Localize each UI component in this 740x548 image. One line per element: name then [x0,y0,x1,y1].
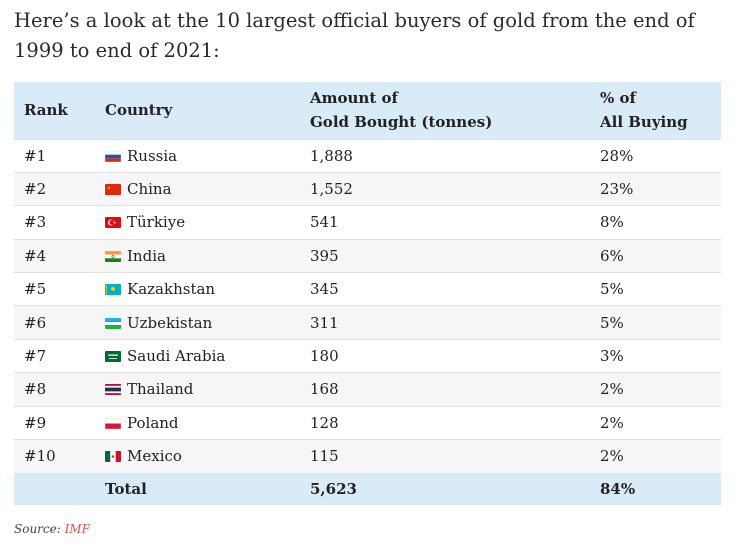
country-cell: India [95,239,300,272]
country-name: Saudi Arabia [127,347,226,366]
source-label: Source: [14,522,61,536]
table-row: #9 Poland 128 2% [14,406,721,439]
rank-cell: #8 [24,380,47,399]
percent-cell: 5% [600,280,624,299]
header-percent-line2: All Buying [600,113,688,132]
russia-flag-icon [105,150,121,162]
amount-cell: 395 [310,246,339,265]
percent-cell: 8% [600,213,624,232]
country-name: India [127,246,166,265]
rank-cell: #7 [24,347,47,366]
mexico-flag-icon [105,451,121,463]
amount-cell: 168 [310,380,339,399]
uzbekistan-flag-icon [105,317,121,329]
percent-cell: 23% [600,180,634,199]
saudi-arabia-flag-icon [105,351,121,363]
country-cell: Mexico [95,440,300,473]
percent-cell: 28% [600,146,634,165]
percent-cell: 2% [600,380,624,399]
country-cell: Thailand [95,373,300,406]
header-amount-line1: Amount of [310,89,398,108]
country-name: Kazakhstan [127,280,216,299]
amount-cell: 115 [310,447,339,466]
rank-cell: #3 [24,213,47,232]
table-row: #8 Thailand 168 2% [14,372,721,407]
table-row: #2 ★ China 1,552 23% [14,172,721,206]
country-cell: Kazakhstan [95,273,300,306]
country-name: Russia [127,146,178,165]
country-name: Uzbekistan [127,313,213,332]
country-cell: Poland [95,406,300,439]
header-percent: % of All Buying [590,82,721,139]
thailand-flag-icon [105,384,121,396]
amount-cell: 311 [310,313,339,332]
amount-cell: 345 [310,280,339,299]
table-header-row: Rank Country Amount of Gold Bought (tonn… [14,82,721,139]
header-amount: Amount of Gold Bought (tonnes) [300,82,590,139]
country-cell: Türkiye [95,206,300,239]
poland-flag-icon [105,417,121,429]
amount-cell: 128 [310,413,339,432]
country-cell: ★ China [95,172,300,205]
source-link[interactable]: IMF [64,522,90,536]
india-flag-icon [105,250,121,262]
rank-cell: #6 [24,313,47,332]
percent-cell: 5% [600,313,624,332]
table-row: #6 Uzbekistan 311 5% [14,305,721,340]
table-row: #10 Mexico 115 2% [14,439,721,473]
source-line: Source: IMF [14,522,90,536]
table-row: #5 Kazakhstan 345 5% [14,272,721,306]
svg-text:★: ★ [107,185,111,190]
table-row: #4 India 395 6% [14,239,721,273]
total-label: Total [105,479,147,498]
amount-cell: 1,552 [310,180,353,199]
amount-cell: 541 [310,213,339,232]
percent-cell: 2% [600,413,624,432]
table-row: #7 Saudi Arabia 180 3% [14,339,721,372]
header-rank: Rank [24,101,68,120]
intro-text: Here’s a look at the 10 largest official… [14,9,695,62]
header-country: Country [105,101,173,120]
percent-cell: 3% [600,347,624,366]
country-name: Poland [127,413,179,432]
percent-cell: 2% [600,447,624,466]
rank-cell: #5 [24,280,47,299]
country-cell: Russia [95,139,300,172]
table-row: #3 Türkiye 541 8% [14,205,721,239]
gold-buyers-table: Rank Country Amount of Gold Bought (tonn… [14,82,721,505]
rank-cell: #2 [24,180,47,199]
total-rank [14,473,95,505]
country-name: Türkiye [127,213,186,232]
country-name: Mexico [127,447,182,466]
rank-cell: #4 [24,246,47,265]
total-amount: 5,623 [310,479,357,498]
country-name: China [127,180,172,199]
rank-cell: #1 [24,146,47,165]
kazakhstan-flag-icon [105,284,121,296]
table-row: #1 Russia 1,888 28% [14,139,721,172]
rank-cell: #10 [24,447,56,466]
country-cell: Uzbekistan [95,306,300,339]
country-name: Thailand [127,380,194,399]
country-cell: Saudi Arabia [95,339,300,372]
total-row: Total 5,623 84% [14,472,721,505]
percent-cell: 6% [600,246,624,265]
china-flag-icon: ★ [105,184,121,196]
header-amount-line2: Gold Bought (tonnes) [310,113,493,132]
turkey-flag-icon [105,217,121,229]
header-percent-line1: % of [600,89,636,108]
rank-cell: #9 [24,413,47,432]
amount-cell: 1,888 [310,146,353,165]
amount-cell: 180 [310,347,339,366]
total-percent: 84% [600,479,636,498]
